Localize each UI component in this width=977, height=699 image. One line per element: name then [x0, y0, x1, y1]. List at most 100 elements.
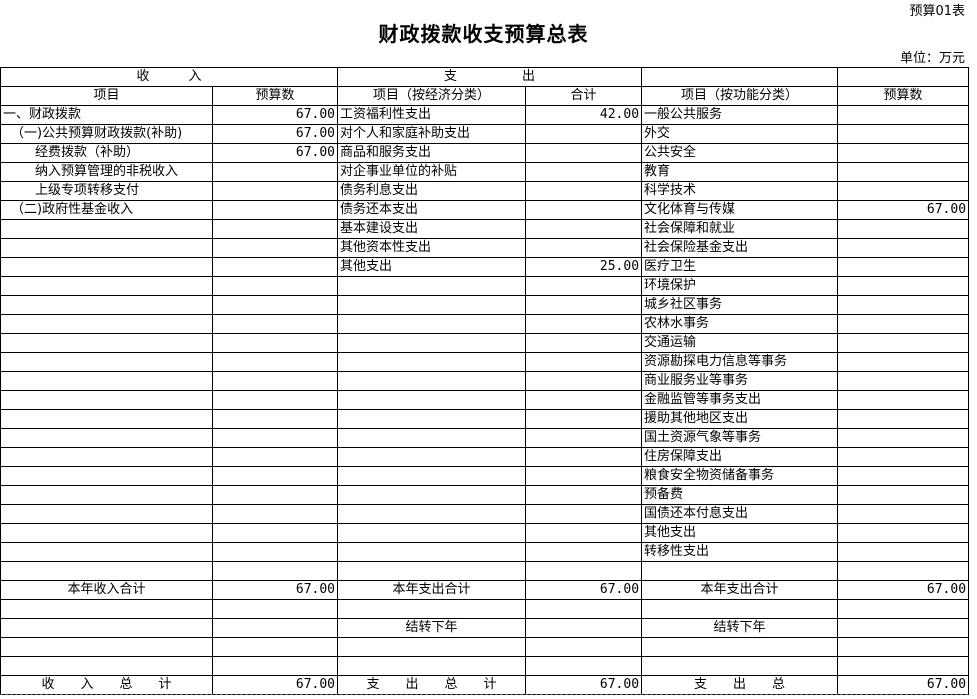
summary-cell [837, 599, 970, 619]
cell [837, 542, 970, 562]
summary-row: 结转下年 结转下年 [0, 618, 970, 638]
cell [525, 333, 643, 353]
cell [525, 447, 643, 467]
summary-cell: 67.00 [525, 675, 643, 695]
col-total: 合计 [525, 86, 643, 106]
cell [337, 409, 527, 429]
summary-cell [837, 618, 970, 638]
cell: 国土资源气象等事务 [641, 428, 839, 448]
page-title: 财政拨款收支预算总表 [378, 22, 589, 46]
summary-cell [525, 637, 643, 657]
col-budget: 预算数 [211, 86, 339, 106]
cell [525, 352, 643, 372]
cell [337, 447, 527, 467]
cell: 社会保障和就业 [641, 219, 839, 239]
cell [211, 371, 339, 391]
cell: 医疗卫生 [641, 257, 839, 277]
summary-cell [211, 637, 339, 657]
cell: （二)政府性基金收入 [0, 200, 213, 220]
cell: 对个人和家庭补助支出 [337, 124, 527, 144]
cell [525, 143, 643, 163]
summary-cell: 本年支出合计 [337, 580, 527, 600]
cell: 住房保障支出 [641, 447, 839, 467]
cell [525, 523, 643, 543]
summary-cell: 67.00 [211, 675, 339, 695]
table-row: 粮食安全物资储备事务 [0, 466, 970, 486]
table-row: 一、财政拨款 67.00 工资福利性支出 42.00 一般公共服务 [0, 105, 970, 125]
cell [0, 295, 213, 315]
cell [525, 485, 643, 505]
cell [525, 428, 643, 448]
cell: 67.00 [211, 105, 339, 125]
cell: 商品和服务支出 [337, 143, 527, 163]
cell [837, 409, 970, 429]
cell [837, 523, 970, 543]
table-row: 上级专项转移支付 债务利息支出 科学技术 [0, 181, 970, 201]
cell [525, 504, 643, 524]
cell: 25.00 [525, 257, 643, 277]
cell [525, 314, 643, 334]
cell [211, 333, 339, 353]
cell: 资源勘探电力信息等事务 [641, 352, 839, 372]
cell [0, 276, 213, 296]
table-row: 国债还本付息支出 [0, 504, 970, 524]
cell: 纳入预算管理的非税收入 [0, 162, 213, 182]
summary-cell: 结转下年 [337, 618, 527, 638]
table-row: 住房保障支出 [0, 447, 970, 467]
cell [337, 466, 527, 486]
cell [211, 162, 339, 182]
cell [525, 238, 643, 258]
summary-cell [525, 618, 643, 638]
cell [211, 181, 339, 201]
cell [211, 219, 339, 239]
summary-row: 收 入 总 计 67.00 支 出 总 计 67.00 支 出 总 67.00 [0, 675, 970, 695]
header-row-1: 收 入支 出 [0, 67, 970, 87]
cell [211, 295, 339, 315]
cell [837, 447, 970, 467]
cell [0, 542, 213, 562]
cell: 67.00 [211, 124, 339, 144]
summary-cell: 本年收入合计 [0, 580, 213, 600]
cell: 国债还本付息支出 [641, 504, 839, 524]
cell [211, 200, 339, 220]
summary-cell [211, 561, 339, 581]
cell [337, 314, 527, 334]
cell: 对企事业单位的补贴 [337, 162, 527, 182]
table-row: 金融监管等事务支出 [0, 390, 970, 410]
summary-cell [641, 637, 839, 657]
cell [525, 181, 643, 201]
cell: 预备费 [641, 485, 839, 505]
summary-cell [337, 656, 527, 676]
table-row: 农林水事务 [0, 314, 970, 334]
cell [837, 181, 970, 201]
cell [0, 352, 213, 372]
summary-cell [837, 656, 970, 676]
unit-label: 单位：万元 [899, 51, 965, 66]
summary-row [0, 637, 970, 657]
cell [837, 219, 970, 239]
cell [0, 238, 213, 258]
cell [837, 276, 970, 296]
cell [837, 390, 970, 410]
cell [337, 295, 527, 315]
table-row: 经费拨款（补助） 67.00 商品和服务支出 公共安全 [0, 143, 970, 163]
summary-cell: 支 出 总 计 [337, 675, 527, 695]
budget-table: 收 入支 出 项目 预算数 项目（按经济分类） 合计 项目（按功能分类） 预算数 一、财政… [0, 67, 970, 695]
summary-cell: 本年支出合计 [641, 580, 839, 600]
cell [525, 162, 643, 182]
summary-cell: 67.00 [837, 675, 970, 695]
cell [525, 200, 643, 220]
cell [211, 352, 339, 372]
cell: 其他资本性支出 [337, 238, 527, 258]
cell: 粮食安全物资储备事务 [641, 466, 839, 486]
cell: 金融监管等事务支出 [641, 390, 839, 410]
cell [0, 219, 213, 239]
cell [211, 276, 339, 296]
table-row: 纳入预算管理的非税收入 对企事业单位的补贴 教育 [0, 162, 970, 182]
cell [837, 143, 970, 163]
table-row: 转移性支出 [0, 542, 970, 562]
table-row: （一)公共预算财政拨款(补助) 67.00 对个人和家庭补助支出 外交 [0, 124, 970, 144]
cell [0, 466, 213, 486]
cell: 公共安全 [641, 143, 839, 163]
cell: 工资福利性支出 [337, 105, 527, 125]
